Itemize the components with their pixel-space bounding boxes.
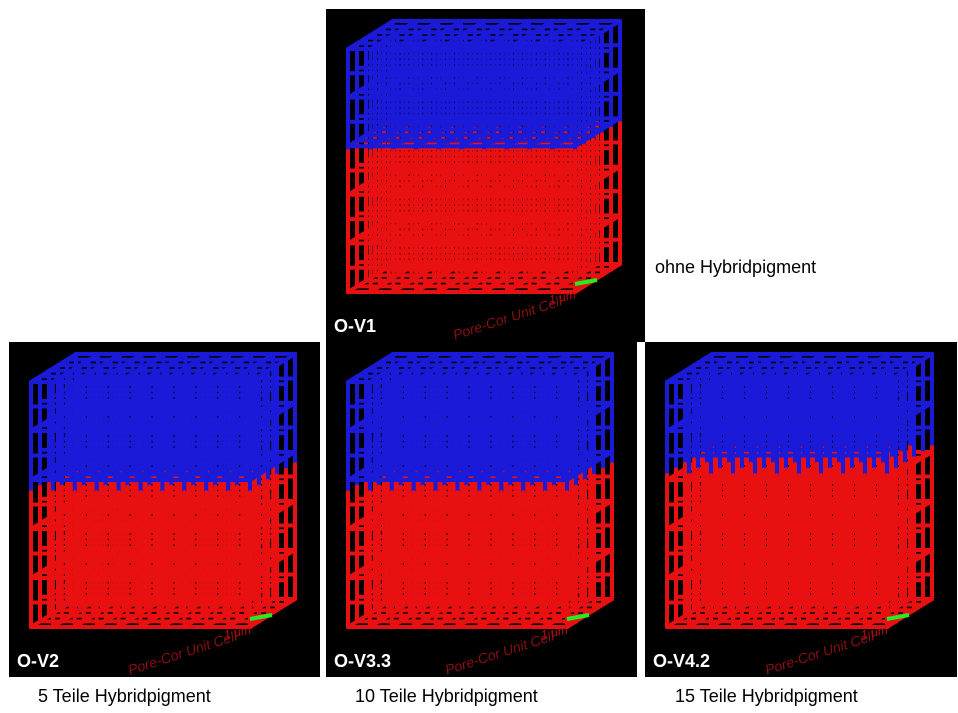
panel-label: O-V1 xyxy=(334,316,376,336)
caption: 15 Teile Hybridpigment xyxy=(675,686,858,707)
lattice xyxy=(31,354,295,627)
watermark: Pore-Cor Unit Cell xyxy=(451,292,565,342)
lattice xyxy=(348,354,612,627)
watermark: Pore-Cor Unit Cell xyxy=(443,627,557,677)
panel-label: O-V2 xyxy=(17,651,59,671)
panel-label: O-V3.3 xyxy=(334,651,391,671)
figure: 1 µmPore-Cor Unit CellO-V1 1 µmPore-Cor … xyxy=(0,0,958,713)
lattice xyxy=(667,354,932,627)
panel-label: O-V4.2 xyxy=(653,651,710,671)
watermark: Pore-Cor Unit Cell xyxy=(763,627,877,677)
caption: 5 Teile Hybridpigment xyxy=(38,686,211,707)
watermark: Pore-Cor Unit Cell xyxy=(126,627,240,677)
caption: 10 Teile Hybridpigment xyxy=(355,686,538,707)
lattice xyxy=(348,21,620,292)
caption: ohne Hybridpigment xyxy=(655,257,816,278)
